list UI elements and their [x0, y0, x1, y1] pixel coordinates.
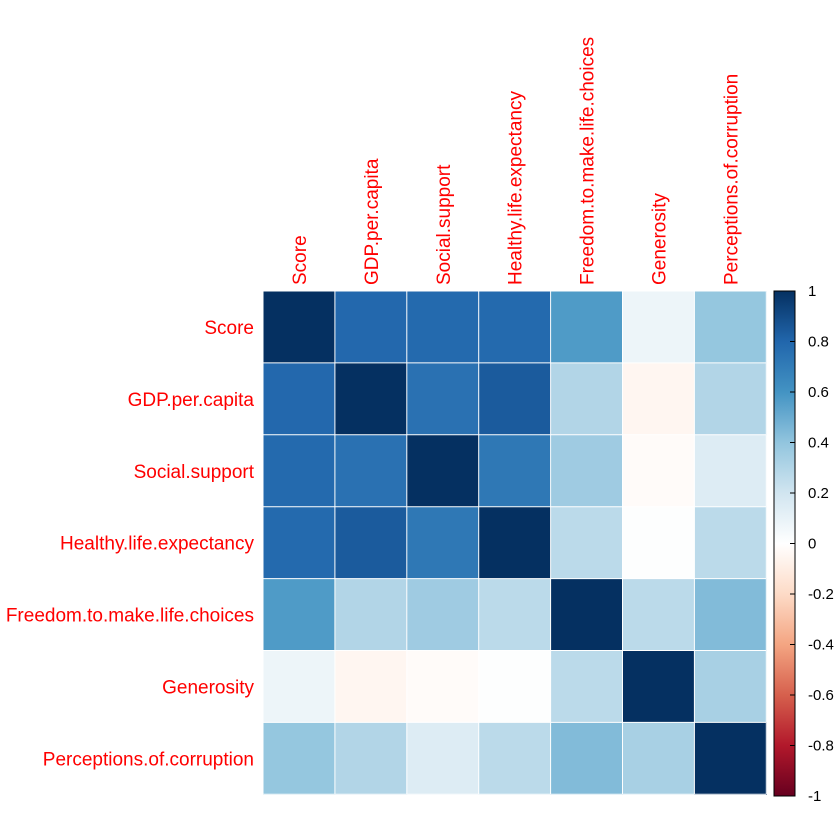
heatmap-cell-3-3 — [478, 506, 552, 580]
heatmap-cell-0-5 — [622, 291, 695, 364]
heatmap-cell-4-5 — [622, 578, 695, 652]
heatmap-cell-4-4 — [550, 578, 624, 652]
colorbar-tick-label-2: 0.6 — [808, 384, 829, 401]
colorbar: 1 0.8 0.6 0.4 0.2 0 -0.2 -0.4 -0.6 -0.8 -1 — [773, 283, 834, 805]
colorbar-tick-label-6: -0.2 — [808, 586, 834, 603]
row-label-4: Freedom.to.make.life.choices — [6, 606, 254, 627]
heatmap-cell-2-1 — [334, 434, 408, 508]
colorbar-tick-label-8: -0.6 — [808, 687, 834, 704]
column-label-3: Healthy.life.expectancy — [506, 91, 527, 285]
heatmap-cell-6-5 — [622, 722, 695, 795]
heatmap-cell-4-1 — [334, 578, 408, 652]
heatmap-cell-2-5 — [622, 434, 695, 508]
heatmap-cell-5-5 — [622, 650, 695, 723]
row-label-0: Score — [204, 318, 254, 339]
heatmap-cell-2-3 — [478, 434, 552, 508]
column-label-2: Social.support — [434, 164, 455, 285]
heatmap-cell-4-0 — [263, 578, 336, 652]
heatmap-cell-0-0 — [263, 291, 336, 364]
column-label-6: Perceptions.of.corruption — [721, 74, 742, 285]
heatmap-cell-5-0 — [263, 650, 336, 723]
heatmap-cell-5-1 — [334, 650, 408, 723]
colorbar-tick-label-5: 0 — [808, 536, 816, 553]
row-label-5: Generosity — [162, 677, 254, 698]
heatmap-cell-3-4 — [550, 506, 624, 580]
heatmap-cell-0-6 — [694, 291, 767, 364]
colorbar-tick-label-9: -0.8 — [808, 738, 834, 755]
heatmap-cell-6-2 — [406, 722, 480, 795]
heatmap-cell-1-2 — [406, 362, 480, 436]
heatmap-cell-3-5 — [622, 506, 695, 580]
heatmap-cell-3-1 — [334, 506, 408, 580]
colorbar-tick-label-1: 0.8 — [808, 334, 829, 351]
heatmap-cell-1-5 — [622, 362, 695, 436]
colorbar-tick-label-0: 1 — [808, 283, 816, 300]
row-labels: Score GDP.per.capita Social.support Healthy… — [6, 318, 255, 770]
heatmap-cell-2-6 — [694, 434, 767, 508]
heatmap-cell-0-1 — [334, 291, 408, 364]
heatmap-cell-4-6 — [694, 578, 767, 652]
heatmap-cell-0-3 — [478, 291, 552, 364]
column-label-5: Generosity — [649, 193, 670, 285]
heatmap-cell-1-0 — [263, 362, 336, 436]
colorbar-tick-label-3: 0.4 — [808, 435, 829, 452]
heatmap-cell-6-1 — [334, 722, 408, 795]
column-label-0: Score — [290, 235, 311, 285]
heatmap-cell-3-6 — [694, 506, 767, 580]
colorbar-tick-label-4: 0.2 — [808, 485, 829, 502]
heatmap-cells — [262, 290, 767, 795]
heatmap-cell-1-6 — [694, 362, 767, 436]
heatmap-cell-3-2 — [406, 506, 480, 580]
heatmap-cell-1-1 — [334, 362, 408, 436]
heatmap-cell-4-3 — [478, 578, 552, 652]
heatmap-cell-5-2 — [406, 650, 480, 723]
row-label-1: GDP.per.capita — [128, 390, 255, 411]
heatmap-cell-2-2 — [406, 434, 480, 508]
heatmap-cell-6-6 — [694, 722, 767, 795]
colorbar-tick-label-7: -0.4 — [808, 637, 834, 654]
column-label-1: GDP.per.capita — [362, 158, 383, 285]
heatmap-cell-2-4 — [550, 434, 624, 508]
column-labels: Score GDP.per.capita Social.support Healthy… — [290, 37, 742, 285]
heatmap-cell-0-2 — [406, 291, 480, 364]
heatmap-cell-3-0 — [263, 506, 336, 580]
heatmap-cell-6-0 — [263, 722, 336, 795]
heatmap-cell-5-4 — [550, 650, 624, 723]
heatmap-cell-2-0 — [263, 434, 336, 508]
heatmap-cell-5-6 — [694, 650, 767, 723]
heatmap-cell-1-4 — [550, 362, 624, 436]
row-label-6: Perceptions.of.corruption — [43, 749, 254, 770]
heatmap-cell-0-4 — [550, 291, 624, 364]
row-label-2: Social.support — [134, 462, 255, 483]
heatmap-cell-4-2 — [406, 578, 480, 652]
heatmap-cell-6-3 — [478, 722, 552, 795]
heatmap-cell-6-4 — [550, 722, 624, 795]
heatmap-cell-1-3 — [478, 362, 552, 436]
heatmap-cell-5-3 — [478, 650, 552, 723]
column-label-4: Freedom.to.make.life.choices — [578, 37, 599, 285]
colorbar-tick-label-10: -1 — [808, 788, 821, 805]
row-label-3: Healthy.life.expectancy — [60, 534, 254, 555]
